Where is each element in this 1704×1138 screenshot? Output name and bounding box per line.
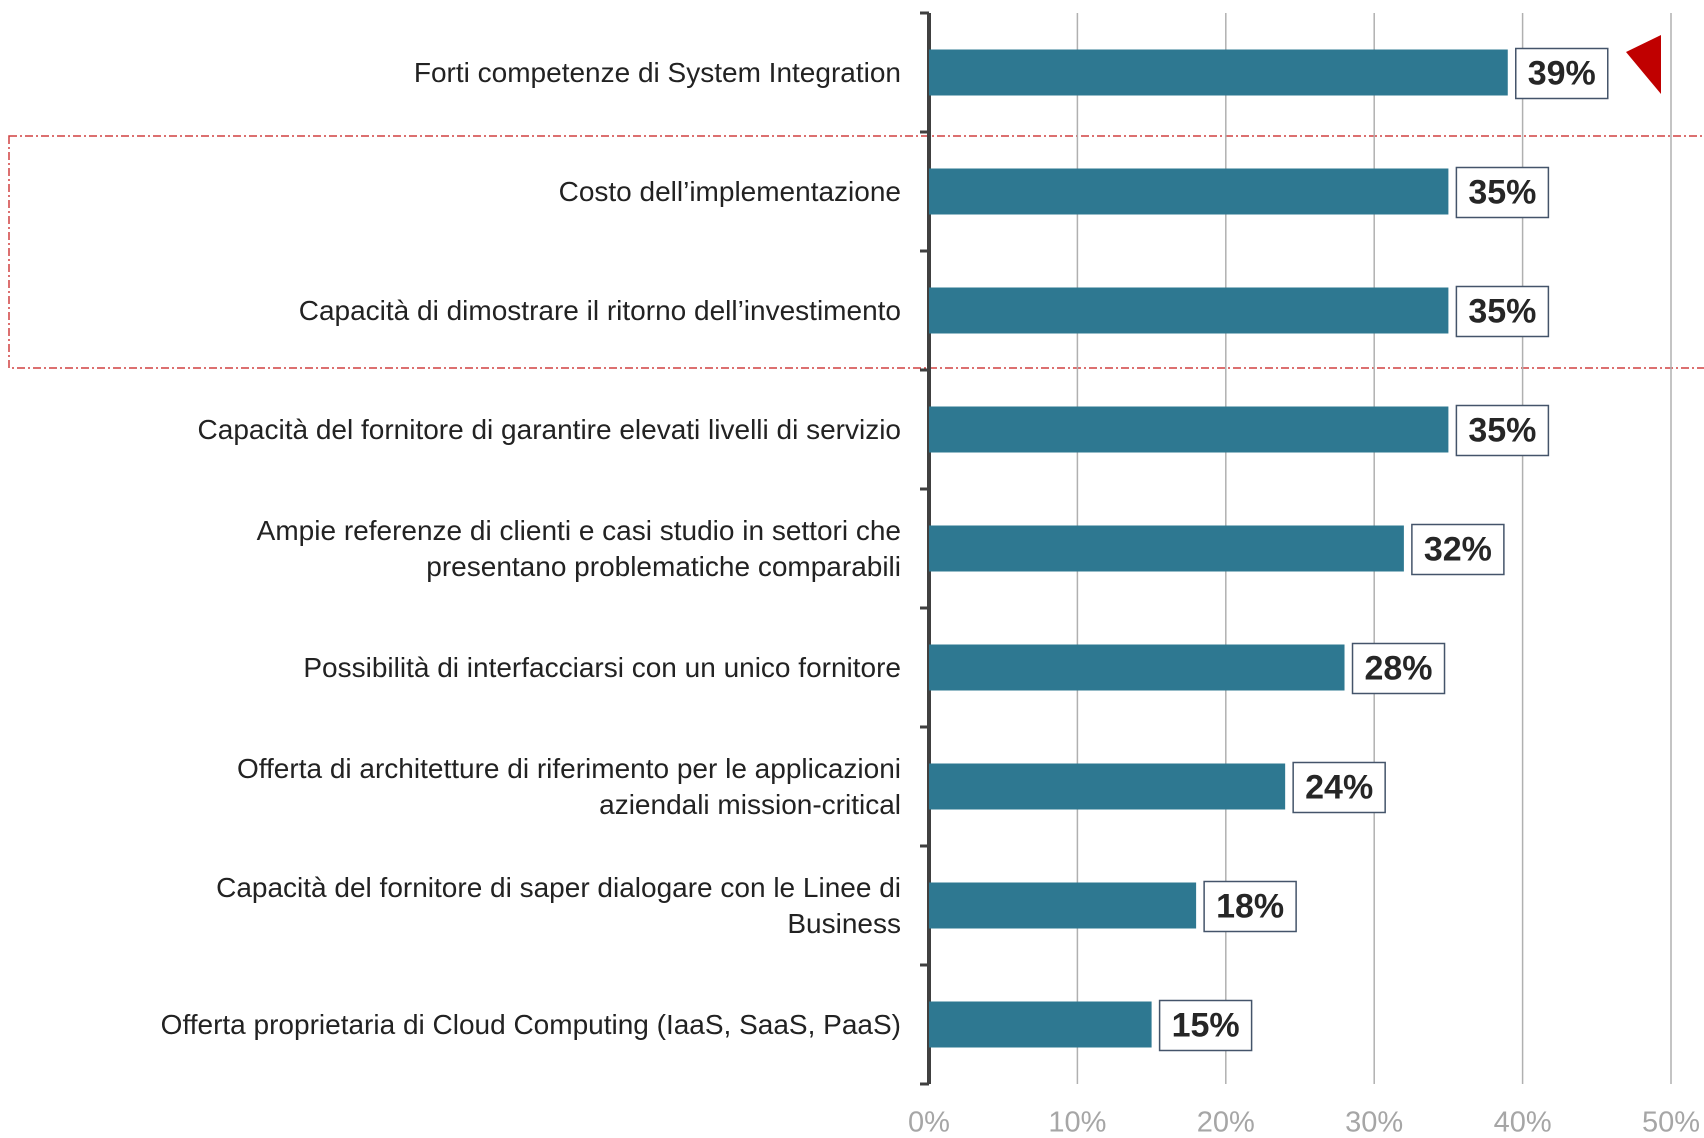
bar [929,763,1286,810]
value-label: 32% [1424,530,1492,568]
category-label: Costo dell’implementazione [558,175,901,207]
category-label: Possibilità di interfacciarsi con un uni… [303,651,901,683]
value-label-box [1292,761,1386,814]
x-tick-label: 30% [1345,1107,1403,1138]
value-label-box [1158,999,1253,1052]
value-label-box [1411,523,1505,576]
bar [929,882,1197,929]
category-label: Offerta di architetture di riferimento p… [236,752,901,820]
x-tick-label: 40% [1494,1107,1552,1138]
bar [929,168,1449,215]
bar [929,1001,1152,1048]
highlight-marker [1626,35,1661,94]
bar [929,644,1345,691]
value-label: 18% [1216,887,1284,925]
x-tick-label: 20% [1197,1107,1255,1138]
value-label-box [1455,285,1550,338]
bar [929,525,1404,572]
bar [929,406,1449,453]
value-label: 35% [1468,411,1536,449]
value-label: 24% [1305,768,1373,806]
value-label: 35% [1468,292,1536,330]
x-tick-label: 10% [1048,1107,1106,1138]
value-label-box [1203,880,1297,933]
value-label-box [1455,404,1550,457]
category-label: Offerta proprietaria di Cloud Computing … [160,1008,901,1040]
category-label: Capacità del fornitore di saper dialogar… [216,871,901,939]
value-label: 15% [1172,1006,1240,1044]
x-tick-label: 0% [908,1107,950,1138]
value-label: 39% [1528,54,1596,92]
category-label: Capacità del fornitore di garantire elev… [197,413,901,445]
value-label-box [1515,47,1609,100]
value-label-box [1351,642,1446,695]
bar [929,49,1508,96]
value-label: 35% [1468,173,1536,211]
value-label: 28% [1364,649,1432,687]
category-label: Capacità di dimostrare il ritorno dell’i… [298,294,901,326]
x-tick-label: 50% [1642,1107,1700,1138]
category-label: Ampie referenze di clienti e casi studio… [256,514,901,582]
value-label-box [1455,166,1550,219]
highlight-box [8,135,1704,369]
category-label: Forti competenze di System Integration [413,56,901,88]
bar [929,287,1449,334]
